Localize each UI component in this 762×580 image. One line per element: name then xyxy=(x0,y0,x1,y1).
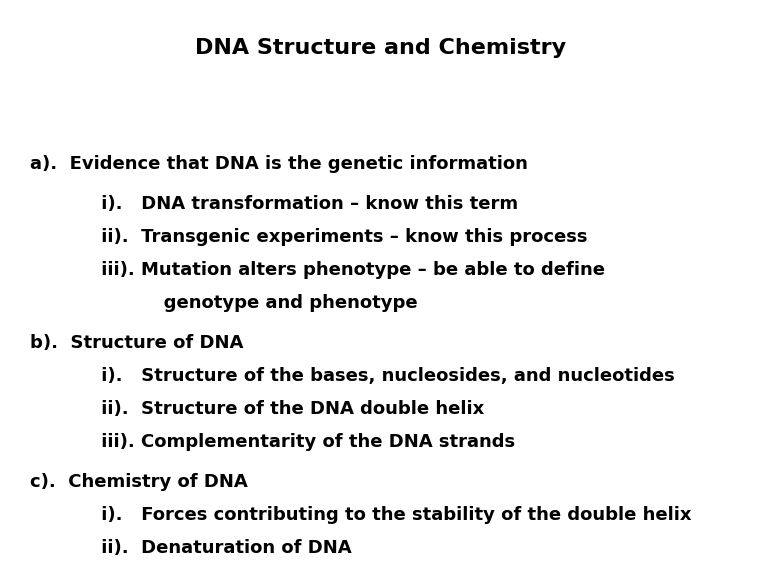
Text: a).  Evidence that DNA is the genetic information: a). Evidence that DNA is the genetic inf… xyxy=(30,155,528,173)
Text: c).  Chemistry of DNA: c). Chemistry of DNA xyxy=(30,473,248,491)
Text: i).   Structure of the bases, nucleosides, and nucleotides: i). Structure of the bases, nucleosides,… xyxy=(70,367,674,385)
Text: ii).  Transgenic experiments – know this process: ii). Transgenic experiments – know this … xyxy=(70,228,588,246)
Text: i).   DNA transformation – know this term: i). DNA transformation – know this term xyxy=(70,195,518,213)
Text: ii).  Structure of the DNA double helix: ii). Structure of the DNA double helix xyxy=(70,400,484,418)
Text: iii). Complementarity of the DNA strands: iii). Complementarity of the DNA strands xyxy=(70,433,515,451)
Text: i).   Forces contributing to the stability of the double helix: i). Forces contributing to the stability… xyxy=(70,506,691,524)
Text: genotype and phenotype: genotype and phenotype xyxy=(70,294,418,312)
Text: ii).  Denaturation of DNA: ii). Denaturation of DNA xyxy=(70,539,351,557)
Text: DNA Structure and Chemistry: DNA Structure and Chemistry xyxy=(195,38,567,58)
Text: iii). Mutation alters phenotype – be able to define: iii). Mutation alters phenotype – be abl… xyxy=(70,261,605,279)
Text: b).  Structure of DNA: b). Structure of DNA xyxy=(30,334,243,352)
